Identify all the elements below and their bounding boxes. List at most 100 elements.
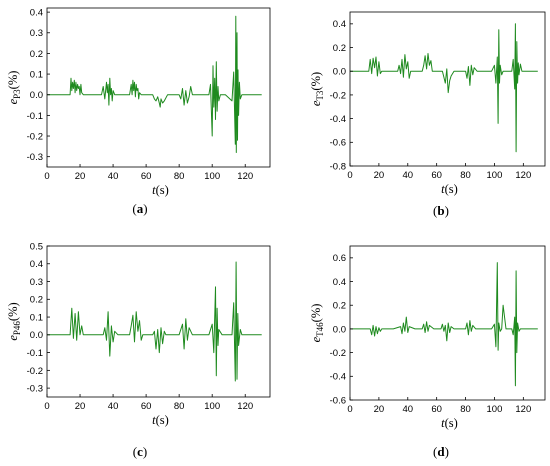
x-tick-label: 60	[431, 170, 442, 181]
caption-d: (d)	[433, 444, 449, 459]
caption-paren-close: )	[143, 201, 147, 216]
x-axis-label-unit: (s)	[445, 416, 458, 430]
x-tick-label: 20	[75, 401, 86, 412]
x-tick-label: 80	[174, 401, 185, 412]
x-tick-label: 0	[44, 401, 49, 412]
y-tick-label: 0.1	[30, 312, 43, 323]
x-tick-label: 40	[402, 404, 413, 415]
x-tick-label: 60	[141, 401, 152, 412]
plot-frame-a	[46, 7, 271, 168]
y-tick-label: -0.8	[330, 161, 346, 172]
y-axis-label-unit: (%)	[6, 71, 20, 90]
caption-paren-open: (	[433, 444, 437, 459]
x-tick-label: 60	[431, 404, 442, 415]
y-tick-label: -0.1	[27, 111, 43, 122]
y-axis-label-d: eT46(%)	[309, 304, 325, 343]
y-tick-label: -0.2	[330, 348, 346, 359]
y-axis-label-subscript: P3	[12, 89, 22, 99]
y-ticks-c: -0.3 -0.2 -0.1 0.0 0.1 0.2 0.3 0.4 0.5	[27, 241, 50, 395]
x-tick-label: 80	[460, 404, 471, 415]
x-tick-label: 20	[374, 170, 385, 181]
y-tick-label: 0.0	[30, 90, 43, 101]
y-ticks-b: -0.8 -0.6 -0.4 -0.2 0.0 0.2 0.4	[330, 19, 353, 172]
x-axis-label-unit: (s)	[156, 413, 169, 427]
caption-a: (a)	[132, 201, 147, 216]
caption-paren-close: )	[445, 203, 449, 218]
y-axis-label-unit: (%)	[309, 304, 323, 323]
plot-frame-b	[349, 11, 546, 167]
x-ticks-b: 0 20 40 60 80 100 120	[347, 163, 531, 181]
y-tick-label: 0.5	[30, 241, 43, 252]
x-tick-label: 20	[374, 404, 385, 415]
x-tick-label: 120	[237, 401, 253, 412]
panel-d: 0 20 40 60 80 100 120 -0.6 -0.4 -0.2 0.0 0.2 0.4 0.6 t…	[309, 245, 546, 459]
x-axis-label-unit: (s)	[156, 183, 169, 197]
x-axis-label-d: t(s)	[441, 416, 458, 430]
y-tick-label: -0.4	[330, 114, 346, 125]
x-axis-label-symbol: t	[441, 182, 445, 196]
y-axis-label-a: eP3(%)	[6, 71, 22, 105]
x-tick-label: 80	[460, 170, 471, 181]
caption-c: (c)	[133, 444, 147, 459]
y-tick-label: 0.4	[30, 259, 43, 270]
x-axis-label-symbol: t	[152, 183, 156, 197]
x-tick-label: 120	[515, 404, 531, 415]
x-tick-label: 0	[347, 170, 352, 181]
y-axis-label-symbol: e	[309, 336, 323, 342]
y-axis-label-b: eT3(%)	[309, 72, 325, 106]
y-tick-label: 0.3	[30, 277, 43, 288]
y-axis-label-symbol: e	[6, 98, 20, 104]
y-axis-label-subscript: T3	[315, 90, 325, 100]
y-ticks-d: -0.6 -0.4 -0.2 0.0 0.2 0.4 0.6	[330, 253, 353, 406]
x-ticks-d: 0 20 40 60 80 100 120	[347, 397, 531, 415]
y-axis-label-subscript: T46	[315, 322, 325, 337]
x-tick-label: 100	[204, 401, 220, 412]
y-tick-label: 0.6	[333, 253, 346, 264]
y-tick-label: 0.2	[30, 295, 43, 306]
x-axis-label-b: t(s)	[441, 182, 458, 196]
plot-frame-c	[46, 245, 271, 398]
y-tick-label: -0.1	[27, 348, 43, 359]
y-tick-label: 0.3	[30, 28, 43, 39]
y-tick-label: 0.1	[30, 69, 43, 80]
x-ticks-c: 0 20 40 60 80 100 120	[44, 394, 253, 412]
y-tick-label: -0.2	[330, 90, 346, 101]
y-tick-label: 0.2	[30, 49, 43, 60]
plot-frame-d	[349, 245, 546, 401]
caption-paren-open: (	[132, 201, 136, 216]
x-tick-label: 20	[75, 171, 86, 182]
x-tick-label: 80	[174, 171, 185, 182]
x-tick-label: 60	[141, 171, 152, 182]
y-ticks-a: -0.3 -0.2 -0.1 0.0 0.1 0.2 0.3 0.4	[27, 8, 50, 163]
caption-letter: d	[437, 444, 445, 459]
y-axis-label-unit: (%)	[309, 72, 323, 91]
caption-paren-open: (	[133, 444, 137, 459]
x-ticks-a: 0 20 40 60 80 100 120	[44, 164, 253, 182]
caption-paren-close: )	[143, 444, 147, 459]
x-tick-label: 40	[108, 401, 119, 412]
x-tick-label: 40	[108, 171, 119, 182]
x-tick-label: 120	[515, 170, 531, 181]
series-line-b	[350, 23, 538, 153]
y-axis-label-subscript: P46	[12, 321, 22, 336]
x-axis-label-unit: (s)	[445, 182, 458, 196]
caption-paren-close: )	[445, 444, 449, 459]
x-tick-label: 0	[44, 171, 49, 182]
panel-c: 0 20 40 60 80 100 120 -0.3 -0.2 -0.1 0.0 0.1 0.2 0.3 0…	[6, 241, 271, 459]
caption-b: (b)	[433, 203, 449, 218]
series-line-d	[350, 262, 538, 387]
x-axis-label-symbol: t	[152, 413, 156, 427]
y-tick-label: 0.0	[30, 330, 43, 341]
panel-a: 0 20 40 60 80 100 120 -0.3 -0.2 -0.1 0.0 0.1 0.2 0.3 0…	[6, 7, 271, 216]
y-tick-label: -0.2	[27, 366, 43, 377]
y-tick-label: 0.0	[333, 67, 346, 78]
y-tick-label: 0.4	[333, 19, 346, 30]
x-axis-label-symbol: t	[441, 416, 445, 430]
y-tick-label: -0.3	[27, 384, 43, 395]
x-tick-label: 100	[487, 404, 503, 415]
y-tick-label: -0.6	[330, 395, 346, 406]
x-tick-label: 40	[402, 170, 413, 181]
y-axis-label-symbol: e	[6, 335, 20, 341]
caption-letter: b	[437, 203, 444, 218]
y-tick-label: -0.2	[27, 131, 43, 142]
